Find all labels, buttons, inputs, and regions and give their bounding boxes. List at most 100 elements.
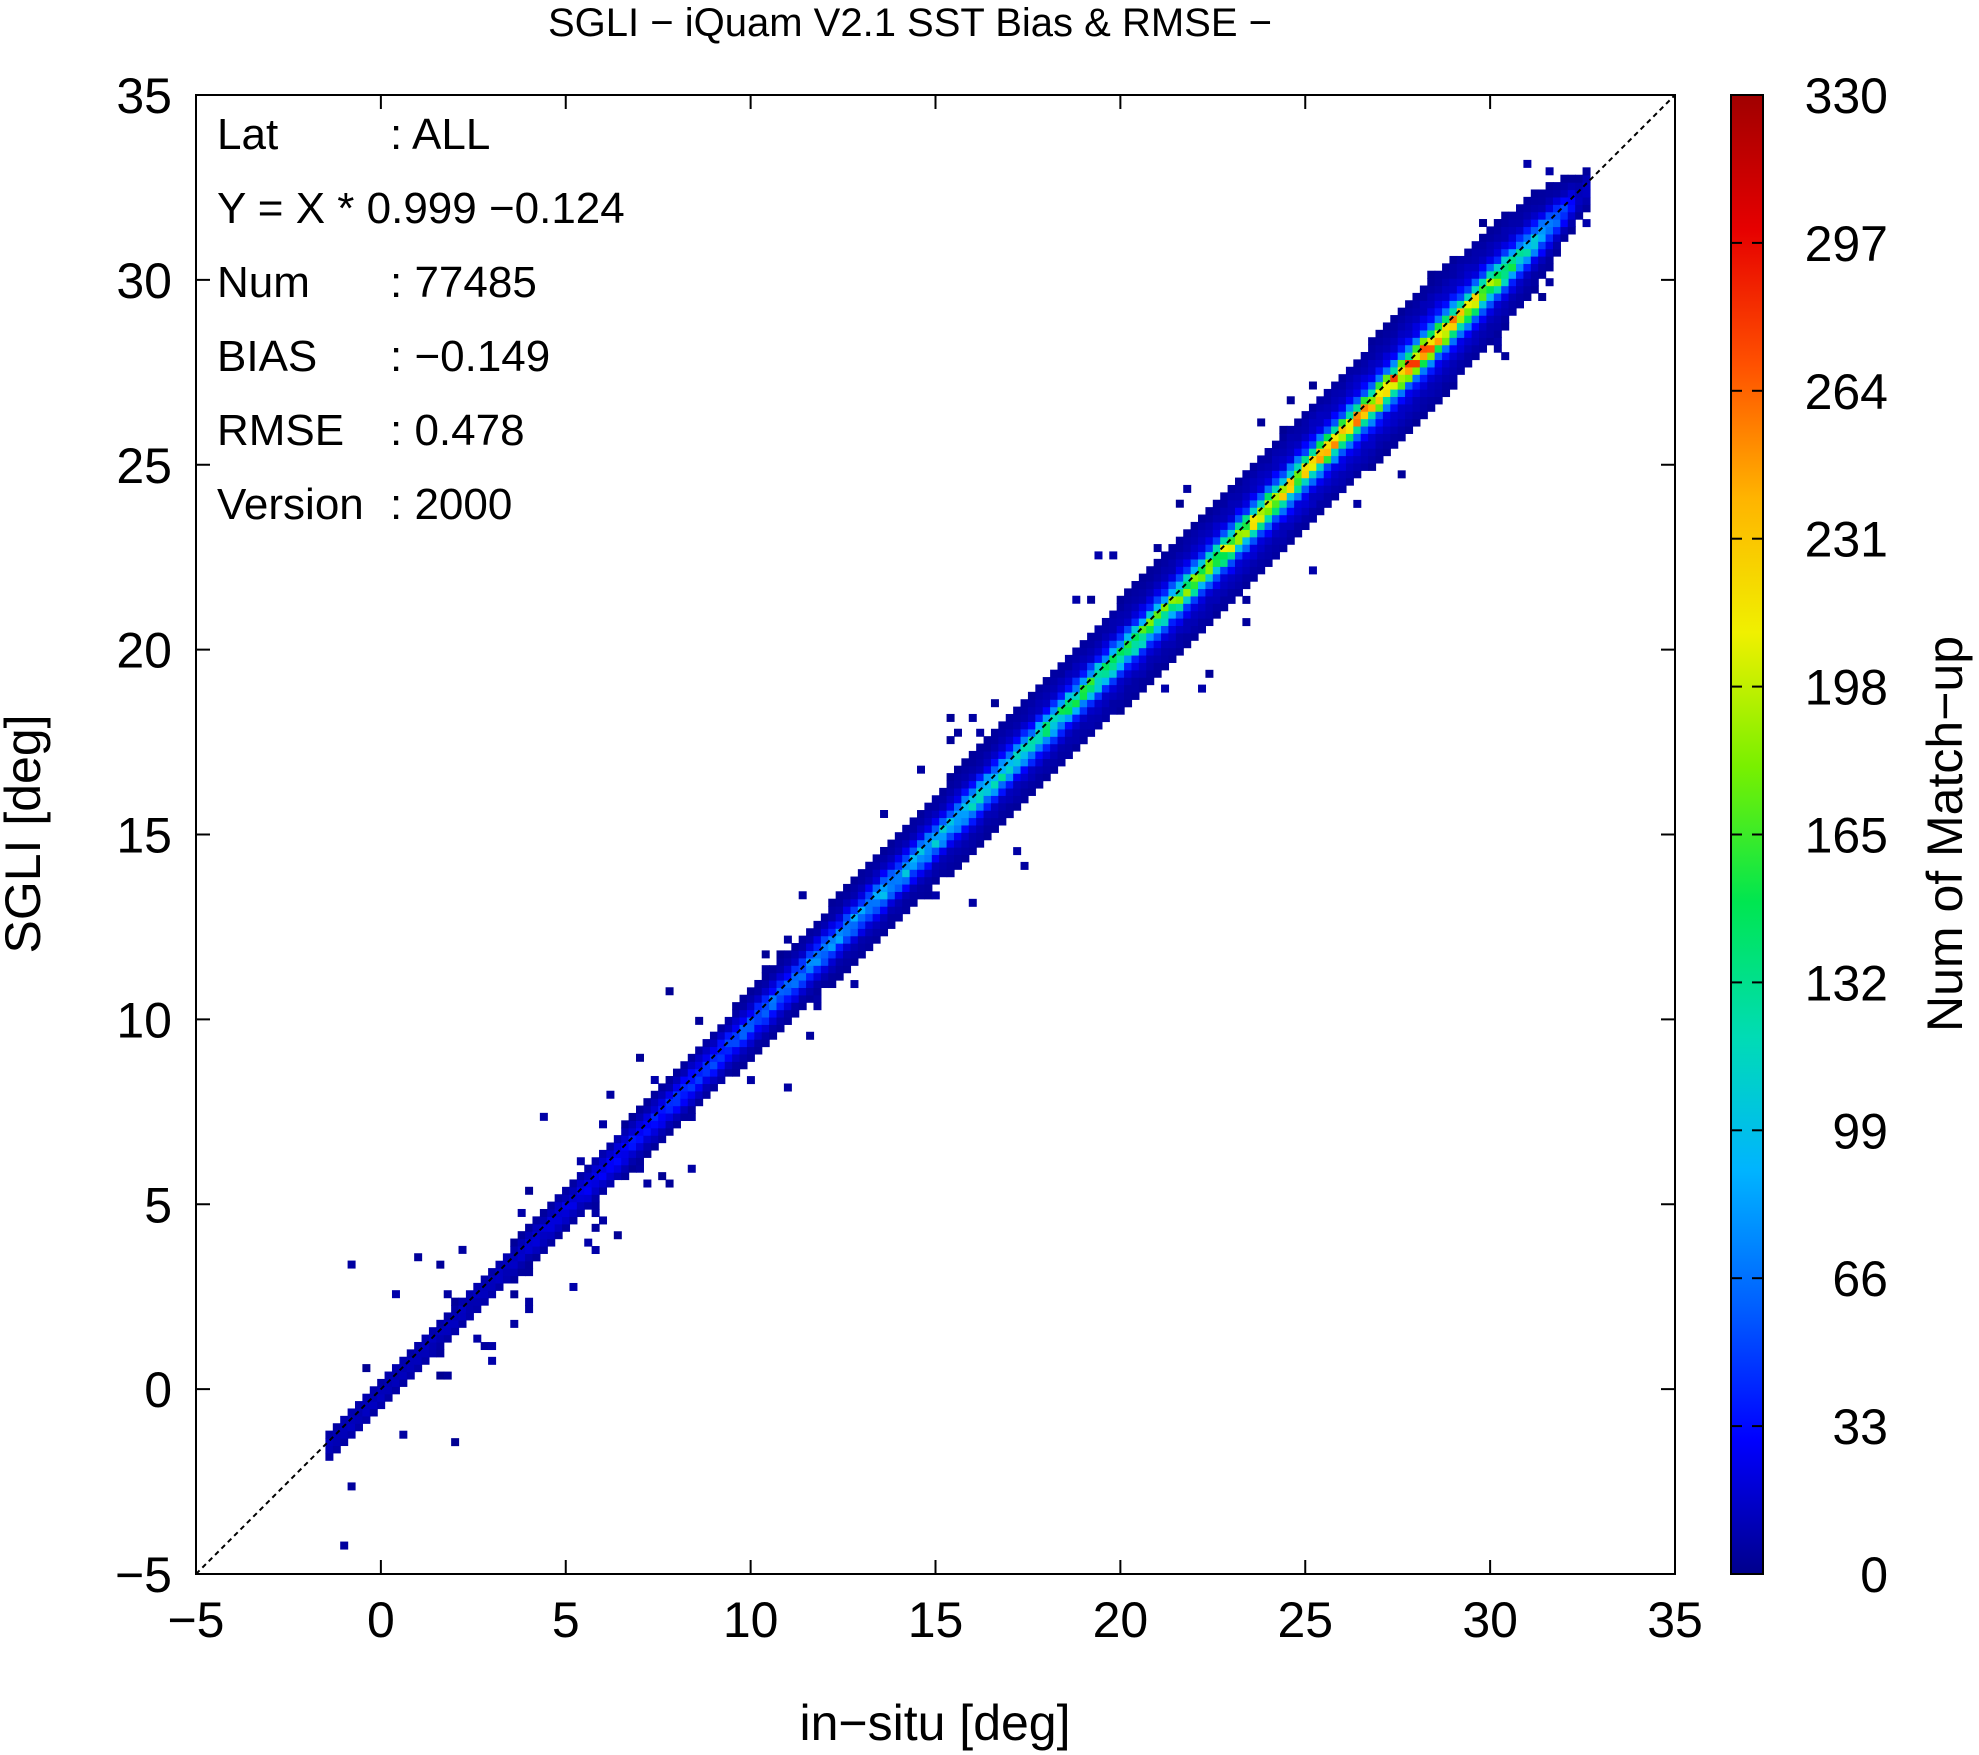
heatmap-cell xyxy=(939,861,948,870)
x-tick-label: 15 xyxy=(908,1592,964,1648)
heatmap-cell xyxy=(1464,300,1473,309)
heatmap-cell xyxy=(976,817,985,826)
heatmap-cell xyxy=(391,1386,400,1395)
heatmap-cell xyxy=(1442,329,1451,338)
heatmap-cell xyxy=(1027,780,1036,789)
heatmap-cell xyxy=(746,994,755,1003)
heatmap-cell xyxy=(1212,603,1221,612)
heatmap-cell xyxy=(1471,285,1480,294)
heatmap-cell xyxy=(569,1216,578,1225)
heatmap-cell xyxy=(525,1253,534,1262)
y-tick-label: 15 xyxy=(116,808,172,864)
heatmap-cell xyxy=(1212,558,1221,567)
heatmap-cell xyxy=(976,773,985,782)
heatmap-cell xyxy=(1419,322,1428,331)
heatmap-cell xyxy=(1198,581,1207,590)
heatmap-cell xyxy=(362,1364,371,1373)
heatmap-cell xyxy=(843,883,852,892)
heatmap-cell xyxy=(1412,300,1421,309)
heatmap-cell xyxy=(1079,677,1088,686)
heatmap-cell xyxy=(976,832,985,841)
heatmap-cell xyxy=(1523,219,1532,228)
heatmap-cell xyxy=(1124,595,1133,604)
heatmap-cell xyxy=(850,943,859,952)
heatmap-cell xyxy=(680,1068,689,1077)
heatmap-cell xyxy=(414,1349,423,1358)
heatmap-cell xyxy=(931,810,940,819)
heatmap-cell xyxy=(628,1142,637,1151)
heatmap-cell xyxy=(1271,462,1280,471)
heatmap-cell xyxy=(1242,581,1251,590)
heatmap-cell xyxy=(1323,499,1332,508)
heatmap-cell xyxy=(1567,182,1576,191)
heatmap-cell xyxy=(909,854,918,863)
heatmap-cell xyxy=(1072,706,1081,715)
heatmap-cell xyxy=(1168,573,1177,582)
heatmap-cell xyxy=(1161,647,1170,656)
heatmap-cell xyxy=(1087,691,1096,700)
heatmap-cell xyxy=(1516,300,1524,309)
heatmap-cell xyxy=(1449,374,1458,383)
heatmap-cell xyxy=(917,839,925,848)
heatmap-cell xyxy=(1405,359,1414,368)
heatmap-cell xyxy=(665,1120,674,1129)
heatmap-cell xyxy=(820,950,829,959)
heatmap-cell xyxy=(1153,640,1162,649)
colorbar-tick-label: 264 xyxy=(1805,364,1888,420)
heatmap-cell xyxy=(732,1061,741,1070)
heatmap-cell xyxy=(1131,595,1140,604)
heatmap-cell xyxy=(1464,315,1473,324)
heatmap-cell xyxy=(1271,507,1280,516)
heatmap-cell xyxy=(791,994,800,1003)
heatmap-cell xyxy=(1057,684,1066,693)
heatmap-cell xyxy=(628,1120,637,1129)
heatmap-cell xyxy=(776,979,785,988)
heatmap-cell xyxy=(1279,492,1288,501)
heatmap-cell xyxy=(1301,433,1310,442)
heatmap-cell xyxy=(1412,418,1421,427)
heatmap-cell xyxy=(953,824,962,833)
heatmap-cell xyxy=(636,1135,644,1144)
heatmap-cell xyxy=(968,780,977,789)
heatmap-cell xyxy=(436,1319,445,1328)
heatmap-cell xyxy=(1220,551,1229,560)
heatmap-cell xyxy=(894,869,903,878)
heatmap-cell xyxy=(1257,514,1266,523)
heatmap-cell xyxy=(584,1201,593,1210)
heatmap-cell xyxy=(643,1120,652,1129)
heatmap-cell xyxy=(1138,654,1147,663)
heatmap-cell xyxy=(1486,255,1495,264)
heatmap-cell xyxy=(539,1231,548,1240)
heatmap-cell xyxy=(761,1039,770,1048)
heatmap-cell xyxy=(1101,640,1110,649)
heatmap-cell xyxy=(525,1245,534,1254)
heatmap-cell xyxy=(1427,315,1436,324)
heatmap-cell xyxy=(857,891,866,900)
heatmap-cell xyxy=(1397,366,1406,375)
heatmap-cell xyxy=(665,1105,674,1114)
heatmap-cell xyxy=(1027,699,1036,708)
heatmap-cell xyxy=(1301,411,1310,420)
heatmap-cell xyxy=(562,1209,571,1218)
heatmap-cell xyxy=(791,980,800,988)
heatmap-cell xyxy=(1427,278,1436,287)
heatmap-cell xyxy=(998,765,1007,774)
heatmap-cell xyxy=(746,1046,755,1055)
heatmap-cell xyxy=(1227,499,1236,508)
heatmap-cell xyxy=(1560,211,1569,220)
heatmap-cell xyxy=(909,824,918,833)
heatmap-cell xyxy=(1405,418,1414,427)
heatmap-cell xyxy=(1020,758,1029,767)
heatmap-cell xyxy=(1427,292,1436,301)
heatmap-cell xyxy=(754,1016,763,1025)
heatmap-cell xyxy=(1205,603,1214,612)
heatmap-cell xyxy=(813,950,822,959)
heatmap-cell xyxy=(1264,470,1273,479)
heatmap-cell xyxy=(1530,226,1539,235)
heatmap-cell xyxy=(1227,558,1236,567)
heatmap-cell xyxy=(1079,669,1088,678)
heatmap-cell xyxy=(1242,529,1251,538)
heatmap-cell xyxy=(1175,647,1184,656)
heatmap-cell xyxy=(1301,470,1310,479)
heatmap-cell xyxy=(1042,758,1051,767)
